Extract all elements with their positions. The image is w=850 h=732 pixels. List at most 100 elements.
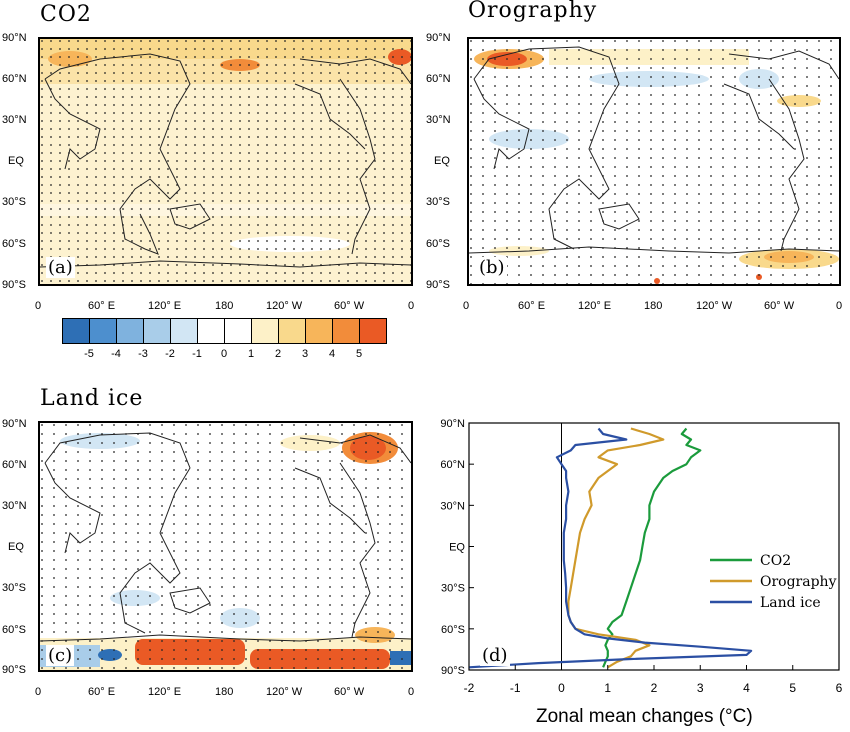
lon-tick: 120° W bbox=[266, 686, 303, 698]
lat-tick: EQ bbox=[8, 155, 24, 167]
continent-outlines bbox=[40, 53, 411, 268]
colorbar-swatch bbox=[170, 318, 198, 344]
lat-tick: 90°S bbox=[426, 279, 450, 291]
panel-c-tag: (c) bbox=[46, 645, 75, 666]
lon-tick: 0 bbox=[463, 300, 470, 312]
lat-tick: 90°S bbox=[2, 664, 26, 676]
colorbar-label: -2 bbox=[165, 348, 175, 360]
lat-tick: 90°N bbox=[426, 32, 451, 44]
lat-tick: 30°N bbox=[2, 114, 27, 126]
panel-b-map: (b) bbox=[467, 37, 841, 286]
colorbar-label: -5 bbox=[84, 348, 94, 360]
lon-tick: 180 bbox=[215, 686, 234, 698]
lat-tick: EQ bbox=[8, 541, 24, 553]
colorbar-label: 3 bbox=[301, 348, 309, 360]
colorbar-swatch bbox=[62, 318, 90, 344]
panel-b-title: Orography bbox=[468, 0, 598, 23]
colorbar-label: 1 bbox=[247, 348, 255, 360]
panel-c-field bbox=[40, 423, 411, 670]
lat-tick: 60°S bbox=[426, 238, 450, 250]
y-tick-label: 90°N bbox=[440, 418, 465, 430]
y-tick-label: 90°S bbox=[441, 665, 465, 677]
continent-outlines bbox=[40, 432, 411, 642]
lon-tick: 120° E bbox=[148, 300, 182, 312]
lat-tick: 60°N bbox=[2, 459, 27, 471]
lat-tick: 60°S bbox=[2, 238, 26, 250]
plot-frame bbox=[468, 422, 840, 671]
panel-a-field bbox=[40, 39, 411, 284]
colorbar-label: -1 bbox=[192, 348, 202, 360]
x-tick-label: 3 bbox=[697, 681, 704, 695]
lon-tick: 60° W bbox=[764, 300, 795, 312]
lon-tick: 0 bbox=[35, 686, 42, 698]
lon-tick: 60° W bbox=[334, 686, 365, 698]
legend-label: Orography bbox=[760, 574, 837, 590]
legend: CO2 Orography Land ice bbox=[710, 553, 837, 611]
y-tick-label: 30°S bbox=[441, 583, 465, 595]
lat-tick: 30°S bbox=[426, 196, 450, 208]
x-tick-label: -1 bbox=[510, 681, 521, 695]
colorbar-label: 0 bbox=[220, 348, 228, 360]
x-tick-label: -2 bbox=[464, 681, 475, 695]
x-tick-label: 0 bbox=[558, 681, 565, 695]
colorbar-swatch bbox=[197, 318, 225, 344]
lat-tick: 30°S bbox=[2, 582, 26, 594]
colorbar-swatch bbox=[305, 318, 333, 344]
lon-tick: 120° E bbox=[148, 686, 182, 698]
colorbar-swatch bbox=[143, 318, 171, 344]
colorbar-label: 2 bbox=[274, 348, 282, 360]
series-line-orography bbox=[567, 427, 665, 669]
lon-tick: 180 bbox=[644, 300, 663, 312]
lat-tick: 90°N bbox=[2, 418, 27, 430]
y-tick-label: 30°N bbox=[440, 500, 465, 512]
lat-tick: 60°S bbox=[2, 624, 26, 636]
lon-tick: 0 bbox=[408, 300, 415, 312]
panel-d-tag: (d) bbox=[480, 645, 510, 666]
colorbar-swatch bbox=[89, 318, 117, 344]
panel-a-tag: (a) bbox=[46, 257, 75, 278]
lat-tick: 30°N bbox=[426, 114, 451, 126]
colorbar-label: -3 bbox=[138, 348, 148, 360]
x-tick-label: 2 bbox=[651, 681, 658, 695]
panel-a-title: CO2 bbox=[40, 2, 92, 27]
series-line-land-ice bbox=[468, 427, 753, 669]
colorbar-swatch bbox=[332, 318, 360, 344]
x-tick-label: 6 bbox=[836, 681, 843, 695]
lon-tick: 0 bbox=[35, 300, 42, 312]
colorbar-swatch bbox=[251, 318, 279, 344]
lon-tick: 60° E bbox=[518, 300, 546, 312]
panel-c-title: Land ice bbox=[40, 386, 144, 411]
lon-tick: 60° E bbox=[88, 686, 116, 698]
legend-label: CO2 bbox=[760, 553, 791, 569]
lon-tick: 60° W bbox=[334, 300, 365, 312]
panel-c-map: (c) bbox=[38, 421, 413, 672]
x-tick-label: 1 bbox=[604, 681, 611, 695]
y-tick-label: 60°S bbox=[441, 624, 465, 636]
colorbar-swatch bbox=[116, 318, 144, 344]
colorbar-label: -4 bbox=[111, 348, 121, 360]
lon-tick: 120° W bbox=[696, 300, 733, 312]
lat-tick: 60°N bbox=[426, 73, 451, 85]
colorbar-label: 5 bbox=[355, 348, 363, 360]
lon-tick: 120° W bbox=[266, 300, 303, 312]
series-line-co2 bbox=[602, 427, 702, 668]
lon-tick: 60° E bbox=[88, 300, 116, 312]
lat-tick: 90°S bbox=[2, 279, 26, 291]
lon-tick: 180 bbox=[215, 300, 234, 312]
colorbar bbox=[62, 318, 390, 344]
colorbar-swatch bbox=[359, 318, 387, 344]
legend-label: Land ice bbox=[760, 595, 821, 611]
lat-tick: 30°S bbox=[2, 196, 26, 208]
lat-tick: 60°N bbox=[2, 73, 27, 85]
colorbar-label: 4 bbox=[328, 348, 336, 360]
panel-b-tag: (b) bbox=[477, 257, 507, 278]
continent-outlines bbox=[469, 46, 839, 254]
lat-tick: 90°N bbox=[2, 32, 27, 44]
x-axis-label: Zonal mean changes (°C) bbox=[536, 706, 753, 727]
y-tick-label: 60°N bbox=[440, 459, 465, 471]
x-tick-label: 5 bbox=[789, 681, 796, 695]
lon-tick: 120° E bbox=[578, 300, 612, 312]
panel-b-field bbox=[469, 39, 839, 284]
panel-a-map: (a) bbox=[38, 37, 413, 286]
